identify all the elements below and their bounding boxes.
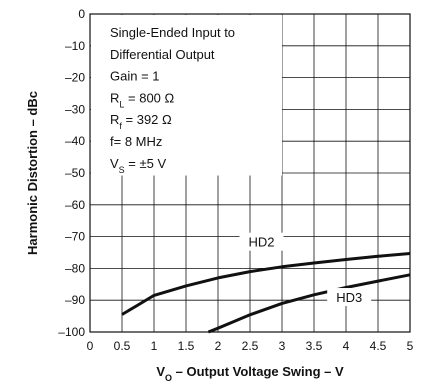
y-tick-label: –60 <box>65 198 85 212</box>
y-tick-label: –100 <box>58 325 85 339</box>
y-tick-label: –80 <box>65 261 85 275</box>
annotation-line: f= 8 MHz <box>110 134 162 149</box>
x-tick-label: 1 <box>151 339 158 353</box>
annotation-text: Single-Ended Input to Differential Output… <box>110 25 235 175</box>
series-line-hd2 <box>121 252 411 316</box>
x-tick-label: 2 <box>215 339 222 353</box>
annotation-line: VS = ±5 V <box>110 156 166 175</box>
x-tick-label: 3 <box>279 339 286 353</box>
annotation-line: Rf = 392 Ω <box>110 112 172 131</box>
y-tick-label: –40 <box>65 134 85 148</box>
x-tick-label: 1.5 <box>178 339 195 353</box>
annotation-line: Single-Ended Input to <box>110 25 235 40</box>
x-tick-label: 0.5 <box>114 339 131 353</box>
y-tick-label: –50 <box>65 166 85 180</box>
series-line-hd3 <box>207 273 411 334</box>
x-tick-label: 5 <box>407 339 414 353</box>
annotation-line: Differential Output <box>110 47 215 62</box>
series-label-hd2: HD2 <box>249 235 275 250</box>
y-axis-label: Harmonic Distortion – dBc <box>25 91 40 255</box>
y-tick-label: –30 <box>65 102 85 116</box>
plot-frame <box>89 13 411 333</box>
annotation-line: RL = 800 Ω <box>110 90 175 109</box>
y-tick-label: 0 <box>78 7 85 21</box>
x-tick-label: 4 <box>343 339 350 353</box>
x-tick-label: 0 <box>87 339 94 353</box>
x-tick-label: 4.5 <box>370 339 387 353</box>
x-axis-label: VO – Output Voltage Swing – V <box>156 364 344 383</box>
series-lines: HD2 HD3 <box>121 232 411 334</box>
x-tick-labels: 0 0.5 1 1.5 2 2.5 3 3.5 4 4.5 5 <box>87 339 414 353</box>
y-tick-label: –10 <box>65 39 85 53</box>
y-tick-labels: 0 –10 –20 –30 –40 –50 –60 –70 –80 –90 –100 <box>58 7 85 339</box>
x-tick-label: 2.5 <box>242 339 259 353</box>
series-label-bg <box>239 232 284 251</box>
series-label-bg <box>327 288 372 307</box>
y-tick-label: –70 <box>65 230 85 244</box>
annotation-box <box>91 15 282 176</box>
series-label-hd3: HD3 <box>336 290 362 305</box>
x-tick-label: 3.5 <box>306 339 323 353</box>
annotation-line: Gain = 1 <box>110 69 160 84</box>
y-tick-label: –90 <box>65 293 85 307</box>
y-tick-label: –20 <box>65 71 85 85</box>
